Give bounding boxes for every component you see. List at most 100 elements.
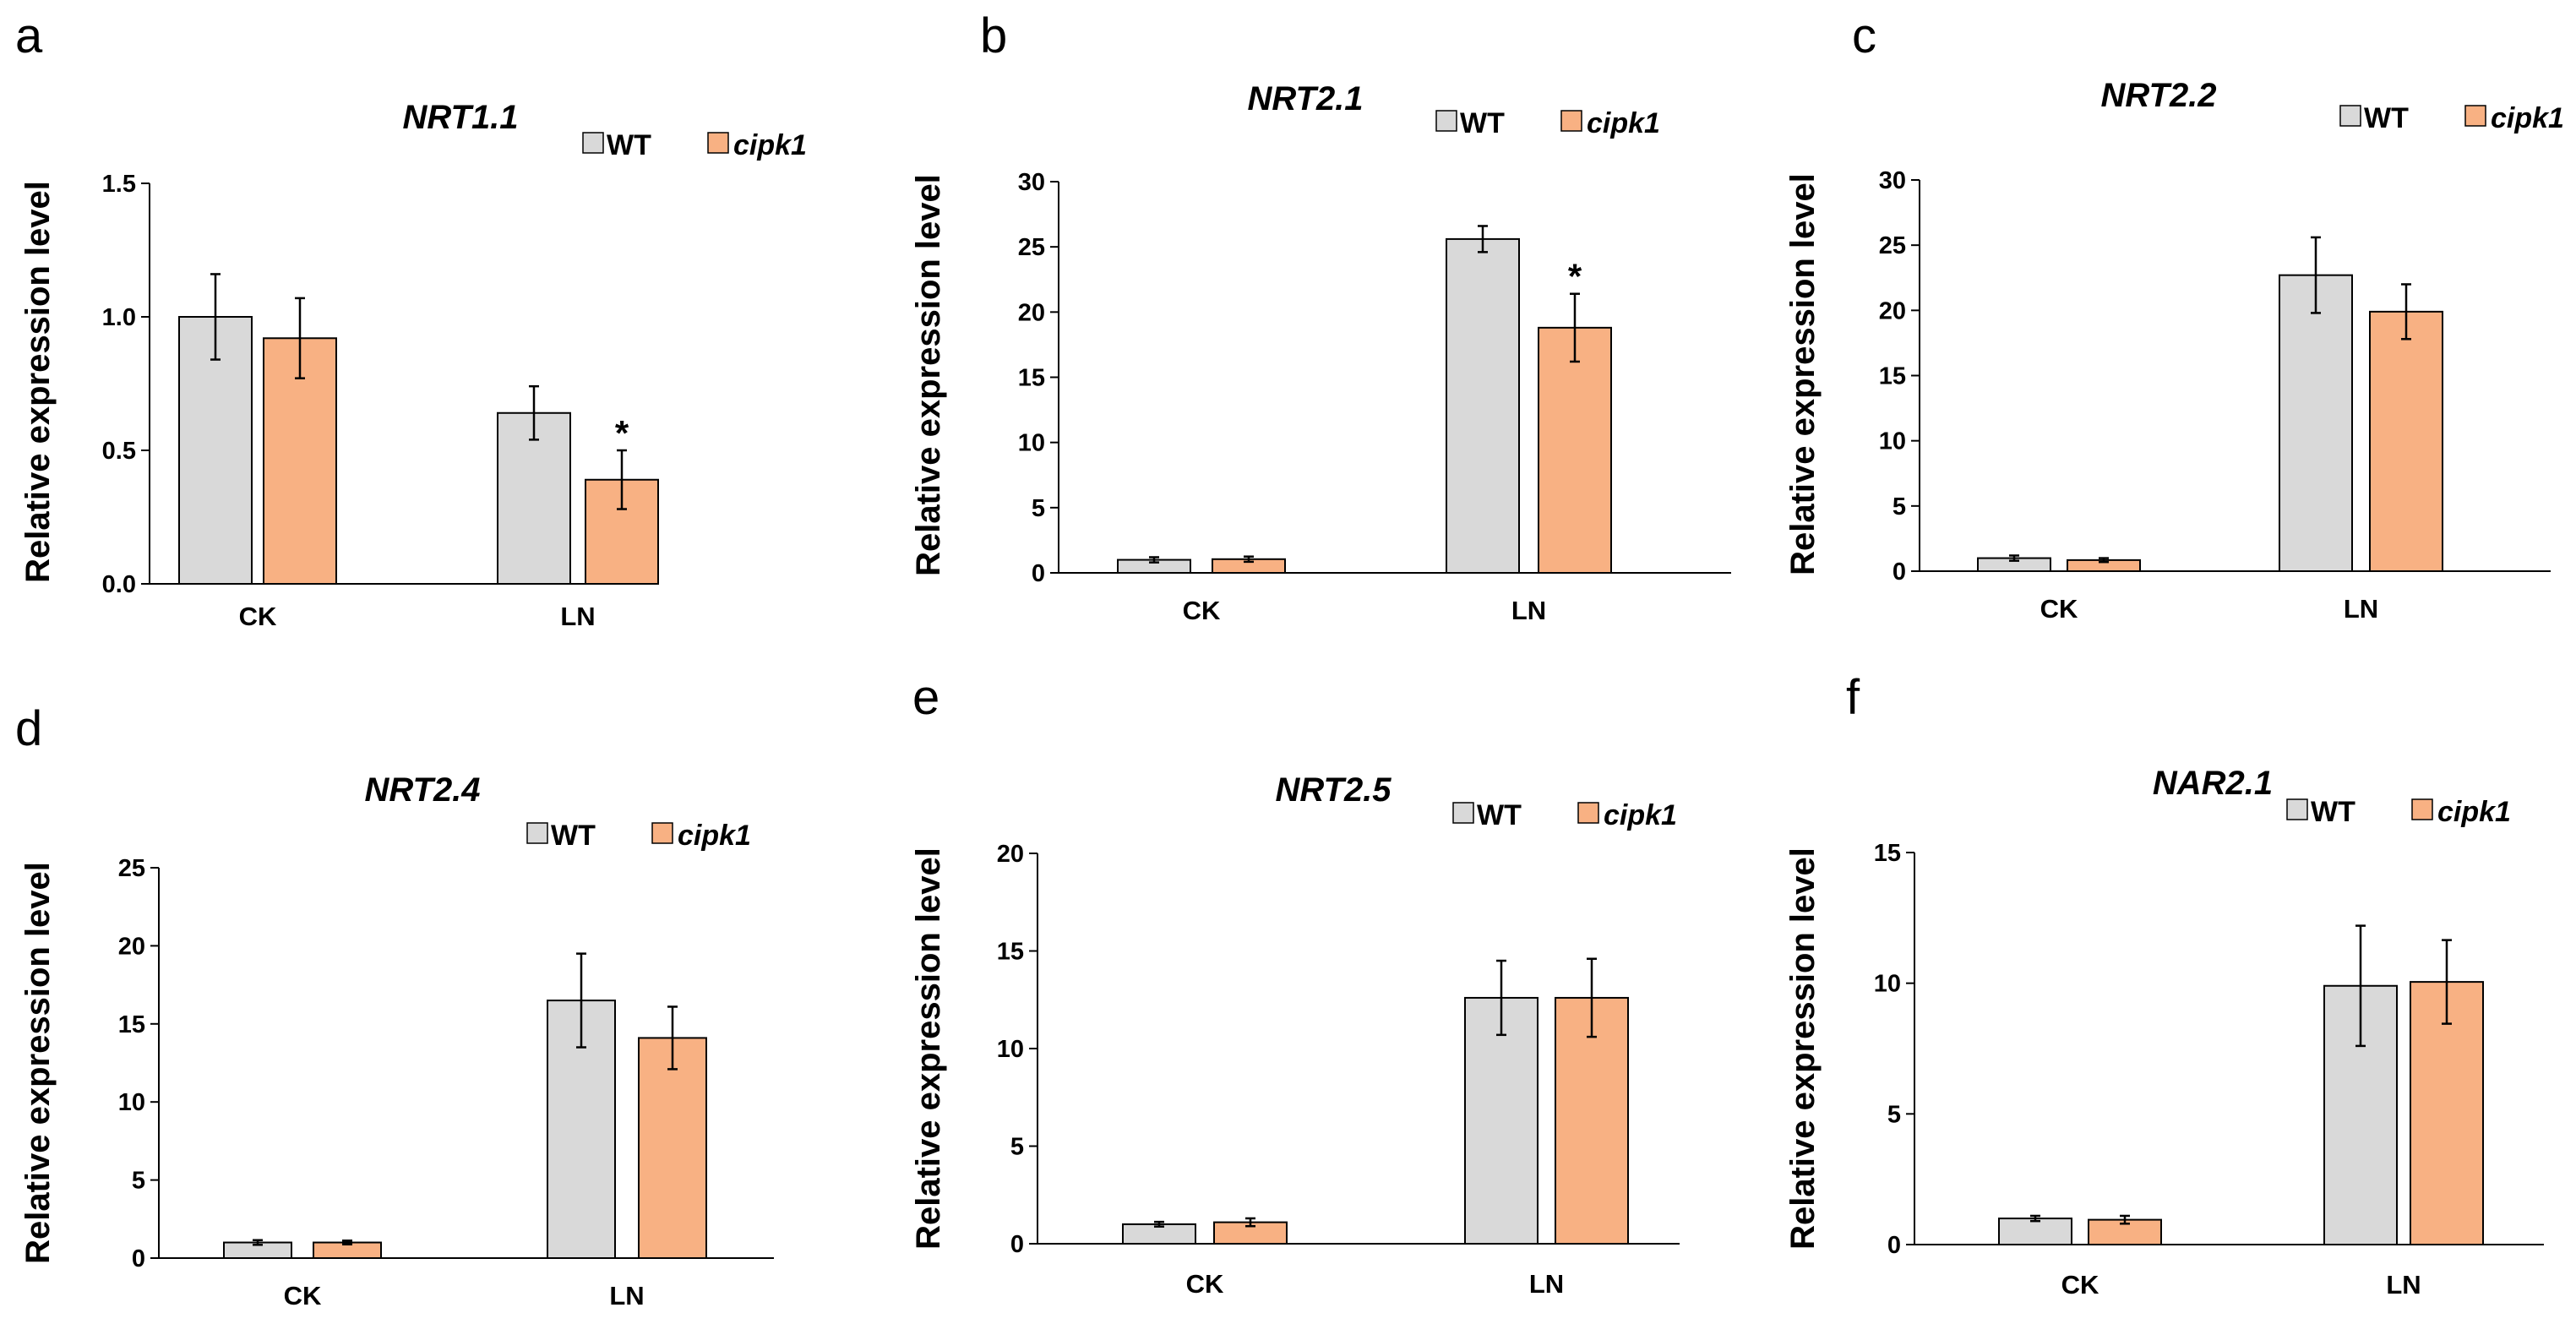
y-tick-label: 10 bbox=[997, 1036, 1024, 1063]
legend-swatch-wt bbox=[2286, 798, 2308, 820]
chart-title: NAR2.1 bbox=[2153, 765, 2273, 802]
y-tick-label: 0 bbox=[132, 1245, 145, 1272]
legend-swatch-wt bbox=[1435, 110, 1457, 132]
panel-letter: c bbox=[1852, 8, 1876, 63]
legend-label-cipk1: cipk1 bbox=[1604, 799, 1677, 831]
x-tick-label-ln: LN bbox=[1529, 1269, 1564, 1299]
legend-label-wt: WT bbox=[2364, 102, 2409, 134]
y-tick-label: 15 bbox=[1018, 365, 1045, 392]
bar-wt-ln bbox=[2279, 274, 2353, 572]
y-tick-label: 20 bbox=[1018, 299, 1045, 326]
bar-cipk1-ln bbox=[1555, 996, 1629, 1245]
chart-title: NRT2.5 bbox=[1275, 771, 1391, 809]
legend-label-cipk1: cipk1 bbox=[678, 820, 751, 852]
legend-label-wt: WT bbox=[607, 129, 651, 161]
significance-marker: * bbox=[615, 413, 629, 453]
bar-cipk1-ln bbox=[1538, 326, 1612, 574]
chart-panel-a: a NRT1.1 WT cipk1 Relative expression level 0… bbox=[15, 8, 807, 631]
y-tick-label: 0 bbox=[1010, 1231, 1024, 1258]
y-tick-label: 10 bbox=[1879, 428, 1906, 455]
legend-swatch-cipk1 bbox=[2411, 798, 2433, 820]
legend-swatch-cipk1 bbox=[1577, 802, 1599, 824]
y-tick-label: 0 bbox=[1032, 560, 1045, 587]
panel-letter: f bbox=[1846, 670, 1860, 725]
chart-panel-d: d NRT2.4 WT cipk1 Relative expression level 0… bbox=[15, 701, 774, 1310]
chart-title: NRT2.1 bbox=[1247, 80, 1363, 117]
x-tick-label-ln: LN bbox=[560, 602, 595, 631]
bar-cipk1-ln bbox=[2369, 310, 2443, 572]
y-tick-label: 5 bbox=[1893, 493, 1906, 520]
bar-wt-ck bbox=[178, 316, 253, 585]
panel-letter: e bbox=[912, 670, 939, 725]
y-tick-label: 25 bbox=[1879, 232, 1906, 259]
y-axis-label: Relative expression level bbox=[910, 847, 947, 1250]
legend-label-cipk1: cipk1 bbox=[2437, 796, 2511, 828]
x-tick-label-ck: CK bbox=[284, 1281, 322, 1310]
y-tick-label: 15 bbox=[1879, 363, 1906, 390]
x-tick-label-ck: CK bbox=[1183, 596, 1221, 625]
bar-wt-ln bbox=[1446, 237, 1520, 574]
y-tick-label: 5 bbox=[1887, 1101, 1901, 1128]
y-axis-label: Relative expression level bbox=[19, 181, 57, 583]
y-tick-label: 0.0 bbox=[102, 571, 136, 598]
significance-marker: * bbox=[1568, 257, 1582, 297]
y-tick-label: 5 bbox=[132, 1168, 145, 1195]
legend: WT cipk1 bbox=[1452, 799, 1677, 831]
bar-wt-ln bbox=[1464, 996, 1539, 1245]
legend: WT cipk1 bbox=[582, 129, 807, 161]
x-tick-label-ln: LN bbox=[1511, 596, 1546, 625]
y-tick-label: 0 bbox=[1887, 1232, 1901, 1259]
y-tick-label: 10 bbox=[1018, 430, 1045, 457]
y-axis-label: Relative expression level bbox=[1784, 847, 1822, 1250]
legend-label-wt: WT bbox=[1477, 799, 1522, 831]
x-tick-label-ln: LN bbox=[2386, 1270, 2421, 1299]
x-tick-label-ck: CK bbox=[2040, 594, 2078, 624]
legend-label-cipk1: cipk1 bbox=[1587, 107, 1660, 139]
y-tick-label: 20 bbox=[997, 841, 1024, 868]
y-tick-label: 0 bbox=[1893, 558, 1906, 586]
x-tick-label-ck: CK bbox=[1186, 1269, 1224, 1299]
y-tick-label: 5 bbox=[1010, 1134, 1024, 1161]
y-tick-label: 10 bbox=[1874, 971, 1901, 998]
y-tick-label: 20 bbox=[118, 933, 145, 960]
y-tick-label: 25 bbox=[118, 855, 145, 882]
y-axis-label: Relative expression level bbox=[1784, 173, 1822, 575]
legend-swatch-cipk1 bbox=[2464, 105, 2486, 127]
y-tick-label: 5 bbox=[1032, 495, 1045, 522]
legend-swatch-cipk1 bbox=[1560, 110, 1582, 132]
x-tick-label-ck: CK bbox=[2061, 1270, 2099, 1299]
chart-panel-c: c NRT2.2 WT cipk1 Relative expression level 0… bbox=[1784, 8, 2564, 624]
y-axis-label: Relative expression level bbox=[19, 862, 57, 1264]
x-tick-label-ln: LN bbox=[609, 1281, 644, 1310]
y-tick-label: 1.5 bbox=[102, 171, 136, 198]
legend-swatch-wt bbox=[582, 132, 604, 154]
chart-panel-f: f NAR2.1 WT cipk1 Relative expression level 0… bbox=[1784, 670, 2544, 1299]
legend-label-wt: WT bbox=[2311, 796, 2355, 828]
legend: WT cipk1 bbox=[2339, 102, 2564, 134]
chart-panel-e: e NRT2.5 WT cipk1 Relative expression level 0… bbox=[910, 670, 1680, 1299]
legend-swatch-wt bbox=[526, 822, 548, 844]
y-tick-label: 25 bbox=[1018, 234, 1045, 261]
chart-title: NRT2.2 bbox=[2100, 77, 2216, 114]
y-tick-label: 15 bbox=[1874, 840, 1901, 867]
legend-label-cipk1: cipk1 bbox=[733, 129, 807, 161]
y-tick-label: 1.0 bbox=[102, 304, 136, 331]
y-tick-label: 30 bbox=[1018, 169, 1045, 196]
legend-swatch-wt bbox=[1452, 802, 1474, 824]
legend-swatch-cipk1 bbox=[651, 822, 673, 844]
y-tick-label: 20 bbox=[1879, 297, 1906, 324]
panel-letter: b bbox=[980, 8, 1007, 63]
y-tick-label: 15 bbox=[118, 1011, 145, 1038]
legend-label-wt: WT bbox=[1460, 107, 1505, 139]
y-tick-label: 0.5 bbox=[102, 438, 136, 465]
y-axis-label: Relative expression level bbox=[910, 174, 947, 576]
panel-letter: a bbox=[15, 8, 43, 63]
legend-swatch-cipk1 bbox=[707, 132, 729, 154]
y-tick-label: 30 bbox=[1879, 167, 1906, 194]
legend: WT cipk1 bbox=[2286, 796, 2511, 828]
chart-title: NRT1.1 bbox=[402, 99, 518, 136]
y-tick-label: 10 bbox=[118, 1089, 145, 1116]
panel-letter: d bbox=[15, 701, 42, 756]
legend: WT cipk1 bbox=[1435, 107, 1660, 139]
